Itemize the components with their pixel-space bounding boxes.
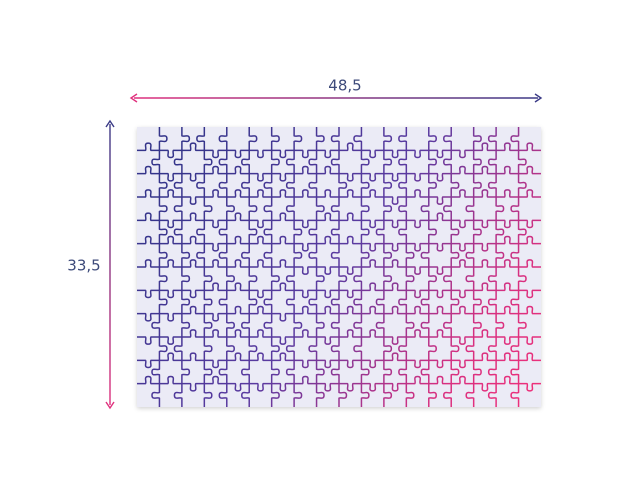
cut-line [137, 375, 541, 392]
arrow-head [105, 401, 115, 410]
arrow-head [534, 93, 543, 103]
width-label: 48,5 [328, 77, 361, 95]
height-label: 33,5 [67, 257, 100, 275]
puzzle-cuts [137, 127, 541, 407]
cut-line [137, 189, 541, 205]
cut-line [137, 352, 541, 369]
cut-line [137, 305, 541, 322]
cut-line [137, 259, 541, 275]
cut-line [137, 282, 541, 299]
cut-line [137, 212, 541, 229]
arrow-head [105, 119, 115, 128]
cut-line [137, 329, 541, 345]
cut-line [137, 142, 541, 159]
arrow-head [129, 93, 138, 103]
cut-line [137, 165, 541, 182]
cut-line [137, 235, 541, 252]
